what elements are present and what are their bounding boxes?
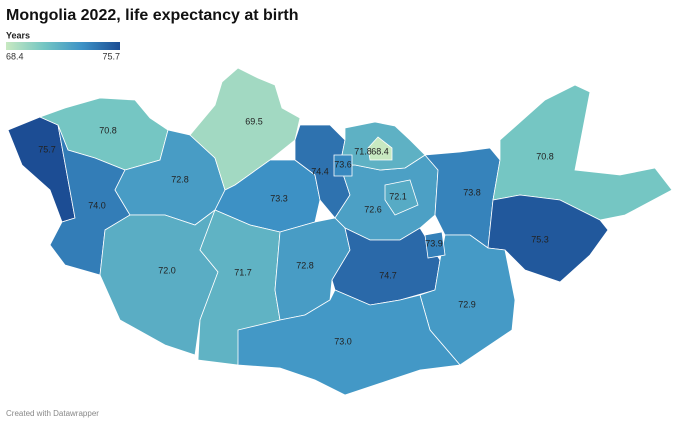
region-label: 72.0 — [158, 265, 176, 275]
region-label: 73.0 — [334, 336, 352, 346]
region-label: 72.8 — [171, 174, 189, 184]
region-label: 72.8 — [296, 260, 314, 270]
region-label: 74.4 — [311, 166, 329, 176]
region-label: 71.7 — [234, 267, 252, 277]
legend-min: 68.4 — [6, 51, 24, 61]
region-label: 70.8 — [536, 151, 554, 161]
map-title: Mongolia 2022, life expectancy at birth — [6, 7, 299, 24]
region — [367, 136, 393, 161]
region — [331, 227, 441, 306]
region — [237, 289, 461, 396]
region-label: 73.3 — [270, 193, 288, 203]
region-label: 72.9 — [458, 299, 476, 309]
legend-bar — [6, 42, 120, 50]
region-label: 72.6 — [364, 204, 382, 214]
region — [419, 234, 516, 366]
region-label: 73.8 — [463, 187, 481, 197]
region-label: 75.3 — [531, 234, 549, 244]
region-label: 70.8 — [99, 125, 117, 135]
region-label: 72.1 — [389, 191, 407, 201]
region-label: 73.6 — [334, 159, 352, 169]
region-label: 68.4 — [371, 146, 389, 156]
footer: Created with Datawrapper — [6, 409, 99, 418]
legend-max: 75.7 — [102, 51, 120, 61]
region-label: 74.0 — [88, 200, 106, 210]
region — [333, 154, 353, 177]
region — [384, 179, 419, 216]
region-label: 69.5 — [245, 116, 263, 126]
region-label: 71.8 — [354, 146, 372, 156]
region-label: 73.9 — [425, 238, 443, 248]
legend-title: Years — [6, 30, 30, 40]
region-label: 74.7 — [379, 270, 397, 280]
region — [424, 231, 446, 259]
region-label: 75.7 — [38, 144, 56, 154]
